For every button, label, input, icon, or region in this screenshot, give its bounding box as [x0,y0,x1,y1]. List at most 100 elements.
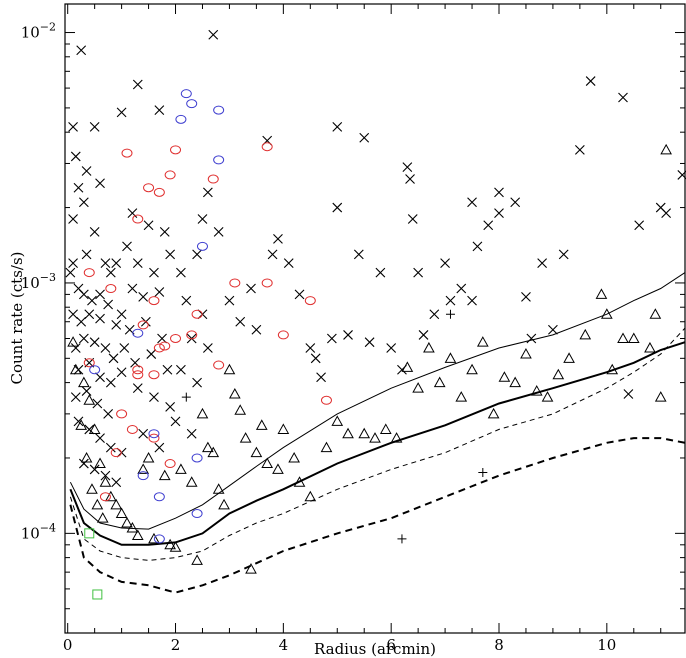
blue-circles-point-1 [186,99,198,109]
crosses-point-41 [103,408,114,419]
crosses-point-42 [73,416,84,427]
blue-circles-point-13 [191,453,203,463]
plot-frame [64,3,686,634]
crosses-point-87 [197,214,208,224]
blue-circles-point-4 [213,155,225,165]
crosses-point-21 [76,316,87,327]
crosses-point-81 [176,364,186,375]
triangles-point-50 [379,423,392,434]
red-circles-point-26 [148,433,160,443]
crosses-point-0 [68,121,78,132]
crosses-point-2 [81,166,92,176]
triangles-point-63 [520,348,532,359]
triangles-point-49 [369,432,381,443]
triangles-point-38 [261,457,274,469]
triangles-point-18 [137,463,150,474]
crosses-point-4 [70,151,81,162]
crosses-point-99 [310,353,321,364]
red-circles-point-5 [207,174,219,184]
blue-circles-point-9 [153,492,165,502]
red-circles-point-6 [261,142,273,152]
crosses-point-119 [456,283,467,294]
triangles-point-71 [617,332,629,343]
crosses-point-22 [84,309,95,320]
triangles-point-32 [223,363,236,375]
triangles-point-28 [207,446,220,458]
x-tick-labels: 0 2 4 6 8 10 [63,636,616,654]
crosses-point-24 [103,299,114,310]
crosses-point-128 [526,333,537,344]
y-tick-exponent: −2 [40,21,56,34]
blue-circles-point-5 [196,241,208,251]
crosses-point-18 [105,267,116,278]
red-circles-point-19 [186,330,198,340]
triangles-point-19 [142,451,155,463]
crosses-point-97 [294,289,305,300]
axis-ticks [65,4,685,634]
crosses-point-133 [585,76,596,86]
red-circles-point-10 [277,330,289,340]
blue-circles-point-6 [132,328,144,338]
model-curves [69,272,686,594]
triangles-point-2 [78,376,90,388]
triangles-point-22 [164,538,176,550]
triangles-point-13 [110,498,123,510]
red-circles-point-18 [191,309,203,319]
crosses-point-100 [316,372,326,383]
crosses-point-66 [157,333,167,344]
x-tick-label: 4 [279,636,289,654]
red-circles-point-14 [148,296,160,306]
triangles-point-66 [552,368,565,380]
triangles-point-73 [649,308,662,319]
crosses-point-77 [181,295,192,306]
triangles-point-48 [358,427,371,439]
crosses-point-51 [116,107,127,118]
triangles-point-44 [245,563,257,574]
crosses-point-27 [70,343,81,353]
crosses-point-36 [105,377,116,388]
crosses-point-84 [186,428,197,439]
triangles-point-39 [272,463,284,474]
crosses-point-29 [89,337,100,348]
crosses-point-31 [108,353,119,364]
crosses-point-15 [87,295,97,306]
red-circles-point-13 [105,284,117,294]
crosses-point-101 [332,121,343,132]
crosses-point-117 [440,258,450,269]
triangles-point-27 [202,441,214,453]
y-tick-label: 10−2 [21,21,56,42]
crosses-point-93 [267,249,278,260]
triangles-point-21 [158,469,171,481]
x-axis-label: Radius (arcmin) [314,640,436,658]
crosses-point-72 [165,401,176,412]
crosses-point-92 [251,324,262,335]
triangles-point-4 [75,419,88,430]
crosses-point-106 [353,249,364,260]
crosses-point-14 [78,289,89,300]
red-circles-point-16 [159,341,171,351]
crosses-point-7 [68,214,78,224]
crosses-point-43 [84,424,95,435]
red-circles-point-2 [153,187,165,197]
crosses-point-56 [159,226,170,237]
crosses-point-121 [467,295,477,306]
green-squares-point-1 [92,589,103,600]
crosses-point-68 [146,349,157,359]
red-circles-point-30 [99,492,111,502]
crosses-point-11 [68,258,78,269]
triangles-point-9 [99,476,112,487]
triangles-point-46 [331,415,344,426]
triangles-point-15 [121,516,133,528]
triangles-point-57 [455,391,468,402]
red-circles-point-27 [164,459,176,469]
triangles-point-6 [80,451,93,463]
crosses-point-131 [558,249,569,260]
crosses-point-108 [375,267,386,278]
triangles-point-56 [444,352,457,363]
triangles-point-61 [498,371,511,382]
triangles-point-77 [595,288,608,299]
crosses-point-91 [235,316,246,327]
crosses-point-35 [95,372,105,383]
crosses-point-61 [127,283,138,294]
crosses-point-135 [623,389,634,399]
